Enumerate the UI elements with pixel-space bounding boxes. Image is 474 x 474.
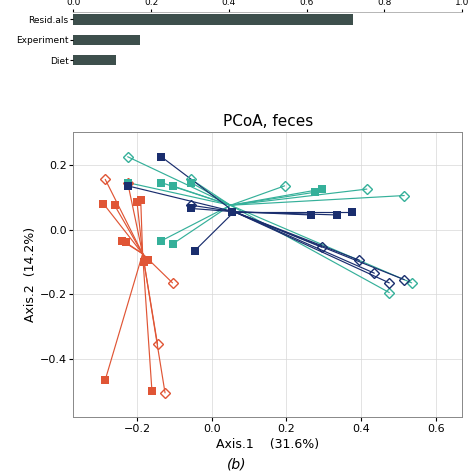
Text: (b): (b) bbox=[227, 457, 247, 472]
X-axis label: Axis.1    (31.6%): Axis.1 (31.6%) bbox=[216, 438, 319, 451]
Bar bbox=[73, 55, 116, 65]
Title: PCoA, feces: PCoA, feces bbox=[223, 114, 313, 128]
Bar bbox=[73, 14, 353, 25]
Bar bbox=[73, 35, 139, 45]
Y-axis label: Axis.2  (14.2%): Axis.2 (14.2%) bbox=[24, 227, 36, 322]
